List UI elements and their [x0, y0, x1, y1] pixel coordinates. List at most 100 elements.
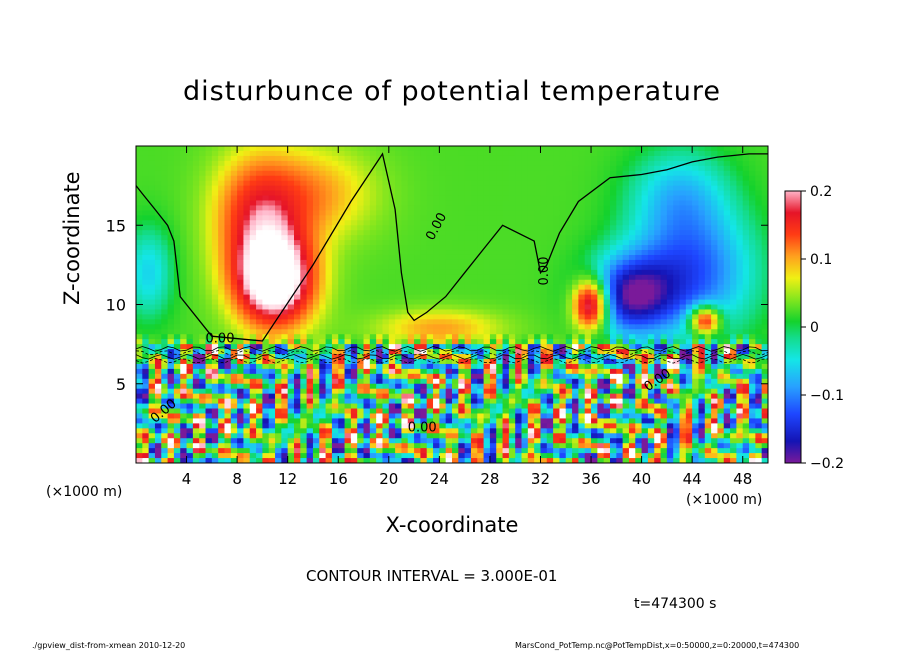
- heatmap-cell: [281, 438, 289, 444]
- heatmap-cell: [470, 314, 478, 320]
- heatmap-cell: [546, 160, 554, 167]
- heatmap-cell: [521, 309, 529, 315]
- heatmap-cell: [369, 284, 377, 291]
- heatmap-cell: [622, 264, 630, 271]
- heatmap-cell: [268, 329, 276, 335]
- heatmap-cell: [439, 438, 447, 444]
- heatmap-cell: [382, 210, 390, 216]
- heatmap-cell: [199, 358, 207, 365]
- heatmap-cell: [464, 225, 472, 231]
- heatmap-cell: [275, 150, 282, 157]
- heatmap-cell: [136, 299, 143, 306]
- heatmap-cell: [515, 160, 523, 167]
- heatmap-cell: [294, 403, 301, 410]
- heatmap-cell: [515, 304, 523, 311]
- heatmap-cell: [350, 339, 358, 345]
- heatmap-cell: [376, 240, 384, 246]
- heatmap-cell: [312, 393, 320, 400]
- heatmap-cell: [388, 388, 396, 395]
- heatmap-cell: [312, 388, 320, 395]
- heatmap-cell: [553, 225, 561, 231]
- heatmap-cell: [256, 264, 263, 271]
- heatmap-cell: [591, 264, 598, 271]
- heatmap-cell: [508, 274, 516, 281]
- heatmap-cell: [199, 349, 207, 355]
- heatmap-cell: [445, 190, 453, 197]
- heatmap-cell: [565, 363, 573, 370]
- heatmap-cell: [622, 259, 630, 266]
- heatmap-cell: [616, 165, 624, 172]
- heatmap-cell: [464, 200, 472, 207]
- heatmap-cell: [407, 388, 415, 395]
- heatmap-cell: [300, 279, 308, 286]
- heatmap-cell: [388, 185, 396, 192]
- heatmap-cell: [534, 155, 542, 162]
- heatmap-cell: [610, 438, 617, 444]
- heatmap-cell: [470, 368, 478, 375]
- heatmap-cell: [376, 423, 384, 429]
- heatmap-cell: [256, 235, 263, 241]
- heatmap-cell: [388, 240, 396, 246]
- heatmap-cell: [249, 155, 257, 162]
- heatmap-cell: [622, 403, 630, 410]
- heatmap-cell: [388, 398, 396, 405]
- heatmap-cell: [249, 284, 257, 291]
- heatmap-cell: [312, 413, 320, 420]
- heatmap-cell: [401, 160, 409, 167]
- heatmap-cell: [401, 453, 409, 459]
- heatmap-cell: [395, 373, 403, 380]
- heatmap-cell: [376, 428, 384, 434]
- heatmap-cell: [262, 339, 270, 345]
- heatmap-cell: [407, 180, 415, 187]
- heatmap-cell: [325, 453, 333, 459]
- heatmap-cell: [224, 319, 232, 325]
- heatmap-cell: [312, 319, 320, 325]
- heatmap-cell: [470, 329, 478, 335]
- heatmap-cell: [294, 190, 301, 197]
- heatmap-cell: [154, 428, 162, 434]
- heatmap-cell: [477, 205, 485, 211]
- heatmap-cell: [597, 373, 605, 380]
- heatmap-cell: [591, 240, 598, 246]
- heatmap-cell: [553, 398, 561, 405]
- heatmap-cell: [281, 170, 289, 177]
- heatmap-cell: [477, 443, 485, 449]
- heatmap-cell: [622, 245, 630, 251]
- heatmap-cell: [136, 264, 143, 271]
- heatmap-cell: [591, 170, 598, 177]
- heatmap-cell: [312, 150, 320, 157]
- heatmap-cell: [357, 289, 365, 296]
- heatmap-cell: [376, 413, 384, 420]
- heatmap-cell: [496, 279, 504, 286]
- heatmap-cell: [142, 458, 150, 463]
- heatmap-cell: [610, 210, 617, 216]
- heatmap-cell: [237, 448, 245, 454]
- heatmap-cell: [243, 254, 251, 261]
- heatmap-cell: [382, 319, 390, 325]
- heatmap-cell: [546, 408, 554, 415]
- heatmap-cell: [401, 279, 409, 286]
- heatmap-cell: [414, 264, 421, 271]
- heatmap-cell: [540, 230, 548, 236]
- heatmap-cell: [218, 200, 226, 207]
- heatmap-cell: [559, 373, 567, 380]
- heatmap-cell: [338, 180, 346, 187]
- heatmap-cell: [414, 235, 421, 241]
- heatmap-cell: [211, 175, 219, 182]
- heatmap-cell: [572, 354, 579, 360]
- heatmap-cell: [199, 254, 207, 261]
- heatmap-cell: [338, 378, 346, 385]
- heatmap-cell: [268, 304, 276, 311]
- heatmap-cell: [148, 334, 156, 340]
- heatmap-cell: [294, 324, 301, 330]
- heatmap-cell: [458, 373, 466, 380]
- heatmap-cell: [622, 388, 630, 395]
- heatmap-cell: [161, 368, 169, 375]
- heatmap-cell: [180, 274, 188, 281]
- heatmap-cell: [300, 225, 308, 231]
- heatmap-cell: [186, 398, 194, 405]
- heatmap-cell: [186, 170, 194, 177]
- heatmap-cell: [230, 240, 238, 246]
- heatmap-cell: [616, 443, 624, 449]
- heatmap-cell: [148, 289, 156, 296]
